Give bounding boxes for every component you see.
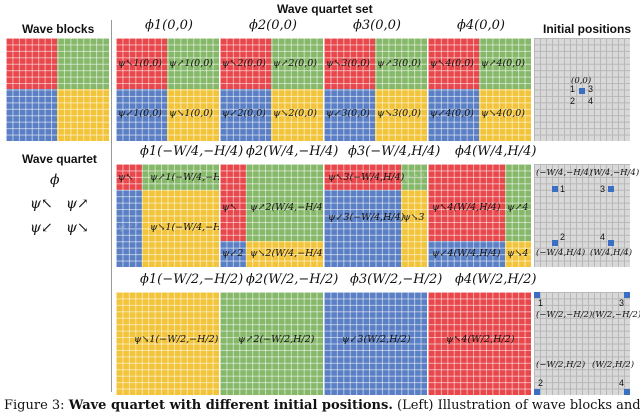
caption-text: (Left) Illustration of wave blocks and — [397, 398, 640, 413]
row3-initial-positions: 1 3 (−W/2,−H/2) (W/2,−H/2) (−W/2,H/2) (W… — [534, 292, 640, 395]
caption-prefix: Figure 3: — [4, 398, 65, 413]
row1-quartet-1: ψ↖1(0,0) ψ↗1(0,0) ψ↙1(0,0) ψ↘1(0,0) — [116, 38, 219, 141]
row3-col2-title: ϕ2(W/2,−H/2) — [246, 272, 339, 287]
row1-quartet-3: ψ↖3(0,0) ψ↗3(0,0) ψ↙3(0,0) ψ↘3(0,0) — [324, 38, 427, 141]
divider-line — [111, 20, 112, 392]
row2-quartet-1: ψ↖ ψ↗1(−W/4,−H/4) ψ↙1 ψ↘1(−W/4,−H/4) — [116, 164, 219, 267]
position-marker-2 — [552, 240, 558, 246]
wave-blocks-illustration — [6, 38, 109, 141]
row2-col4-title: ϕ4(W/4,H/4) — [455, 144, 537, 159]
row2-col1-title: ϕ1(−W/4,−H/4) — [140, 144, 244, 159]
psi-sw-symbol: ψ↙ — [30, 220, 53, 236]
wave-quartet-header: Wave quartet — [22, 152, 97, 166]
position-marker-3 — [624, 292, 630, 298]
row3-quartet-1: ψ↘1(−W/2,−H/2) — [116, 292, 219, 395]
caption-title: Wave quartet with different initial posi… — [68, 398, 393, 413]
row2-quartet-3: ψ↖3(−W/4,H/4) ψ↗3 ψ↙3(−W/4,H/4) ψ↘3 — [324, 164, 427, 267]
row3-quartet-2: ψ↗2(−W/2,H/2) — [220, 292, 323, 395]
row3-quartet-3: ψ↙3(W/2,H/2) — [324, 292, 427, 395]
row1-quartet-2: ψ↖2(0,0) ψ↗2(0,0) ψ↙2(0,0) ψ↘2(0,0) — [220, 38, 323, 141]
row1-col3-title: ϕ3(0,0) — [353, 18, 401, 33]
row1-col2-title: ϕ2(0,0) — [249, 18, 297, 33]
position-marker-1 — [534, 292, 540, 298]
figure-caption: Figure 3: Wave quartet with different in… — [4, 398, 640, 413]
row3-col3-title: ϕ3(W/2,−H/2) — [350, 272, 443, 287]
row2-col3-title: ϕ3(−W/4,H/4) — [348, 144, 441, 159]
row2-col2-title: ϕ2(W/4,−H/4) — [246, 144, 339, 159]
row1-initial-positions: (0,0) 1 3 2 4 — [534, 38, 630, 141]
row1-col1-title: ϕ1(0,0) — [145, 18, 193, 33]
row3-col4-title: ϕ4(W/2,H/2) — [455, 272, 537, 287]
row2-quartet-4: ψ↖4(W/4,H/4) ψ↗4 ψ↙4(W/4,H/4) ψ↘4 — [428, 164, 531, 267]
initial-positions-header: Initial positions — [543, 22, 632, 36]
psi-nw-symbol: ψ↖ — [30, 196, 53, 212]
psi-ne-symbol: ψ↗ — [66, 196, 89, 212]
position-marker — [579, 88, 585, 94]
row3-quartet-4: ψ↖4(W/2,H/2) — [428, 292, 531, 395]
phi-symbol: ϕ — [50, 172, 60, 188]
wave-blocks-header: Wave blocks — [22, 22, 95, 36]
position-marker-2 — [534, 389, 540, 395]
row3-col1-title: ϕ1(−W/2,−H/2) — [140, 272, 244, 287]
row1-quartet-4: ψ↖4(0,0) ψ↗4(0,0) ψ↙4(0,0) ψ↘4(0,0) — [428, 38, 531, 141]
position-marker-1 — [552, 186, 558, 192]
position-marker-4 — [608, 240, 614, 246]
row1-col4-title: ϕ4(0,0) — [457, 18, 505, 33]
row2-quartet-2: ψ↖ ψ↗2(W/4,−H/4) ψ↙2 ψ↘2(W/4,−H/4) — [220, 164, 323, 267]
position-marker-4 — [624, 389, 630, 395]
psi-se-symbol: ψ↘ — [66, 220, 89, 236]
wave-quartet-set-header: Wave quartet set — [277, 2, 373, 16]
position-marker-3 — [608, 186, 614, 192]
row2-initial-positions: (−W/4,−H/4) (W/4,−H/4) 1 3 2 4 (−W/4,H/4… — [534, 164, 639, 267]
